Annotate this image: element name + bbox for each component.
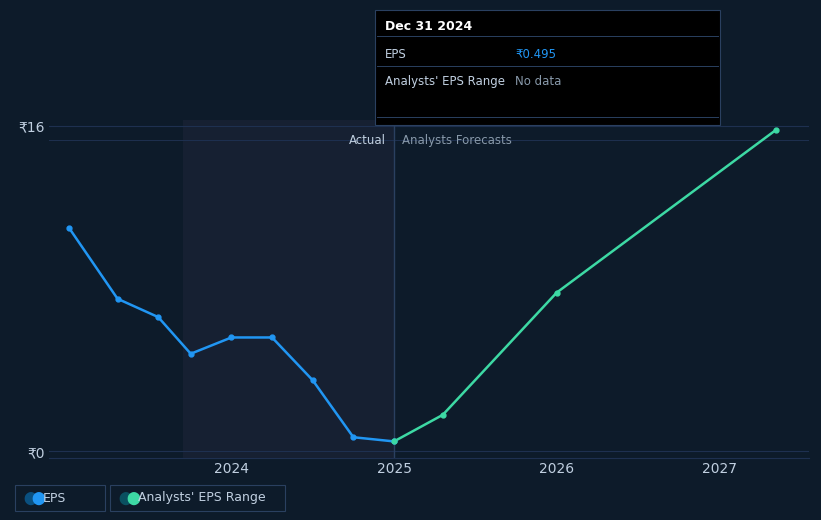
Text: ⬤: ⬤	[23, 491, 37, 504]
Text: ⬤: ⬤	[126, 491, 140, 504]
Text: Analysts' EPS Range: Analysts' EPS Range	[138, 491, 266, 504]
Text: Analysts' EPS Range: Analysts' EPS Range	[385, 74, 505, 87]
Text: Dec 31 2024: Dec 31 2024	[385, 20, 472, 33]
Text: No data: No data	[515, 74, 562, 87]
Text: EPS: EPS	[43, 491, 67, 504]
Text: Analysts Forecasts: Analysts Forecasts	[402, 134, 512, 147]
Text: Actual: Actual	[349, 134, 386, 147]
Text: ⬤: ⬤	[118, 491, 132, 504]
Text: ⬤: ⬤	[31, 491, 45, 504]
Bar	[182, 120, 394, 458]
Text: ₹0.495: ₹0.495	[515, 47, 556, 60]
Text: EPS: EPS	[385, 47, 406, 60]
